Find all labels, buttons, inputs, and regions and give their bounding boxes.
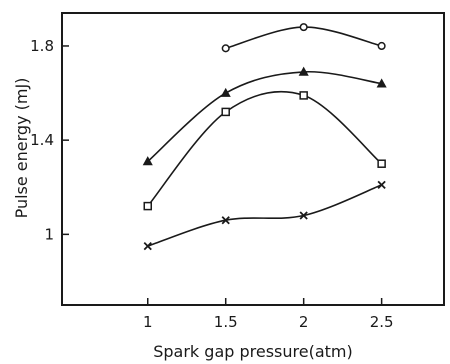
data-point-circle (377, 41, 386, 51)
series-x (143, 180, 386, 251)
y-axis-title: Pulse energy (mJ) (12, 78, 31, 219)
series-open-circle (221, 23, 386, 53)
x-tick-label: 2.5 (370, 313, 394, 331)
y-tick-label: 1 (44, 225, 54, 243)
series-filled-triangle (142, 66, 387, 166)
x-tick-label: 1.5 (214, 313, 238, 331)
data-point-square (143, 201, 153, 211)
series-layer (142, 23, 387, 251)
y-axis-ticks: 1 1.4 1.8 (30, 37, 69, 243)
data-point-triangle (220, 87, 231, 97)
series-line (147, 90, 383, 207)
data-point-cross (299, 211, 308, 220)
data-point-triangle (142, 156, 153, 166)
data-point-cross (143, 241, 152, 251)
data-point-square (221, 107, 230, 117)
data-point-cross (377, 180, 386, 190)
data-point-triangle (376, 78, 387, 88)
data-point-circle (221, 44, 230, 53)
x-tick-label: 2 (299, 313, 309, 331)
y-tick-label: 1.4 (30, 131, 54, 149)
x-axis-title: Spark gap pressure(atm) (153, 342, 353, 361)
y-tick-label: 1.8 (30, 37, 54, 55)
series-open-square (143, 90, 386, 211)
data-point-square (299, 91, 308, 100)
series-line (147, 184, 382, 247)
data-point-square (377, 159, 386, 168)
x-axis-ticks: 1 1.5 2 2.5 (143, 298, 394, 331)
series-line (147, 71, 382, 162)
data-point-triangle (298, 66, 309, 76)
data-point-circle (299, 23, 308, 32)
data-point-cross (221, 216, 230, 225)
x-tick-label: 1 (143, 313, 153, 331)
plot-frame (61, 12, 445, 306)
